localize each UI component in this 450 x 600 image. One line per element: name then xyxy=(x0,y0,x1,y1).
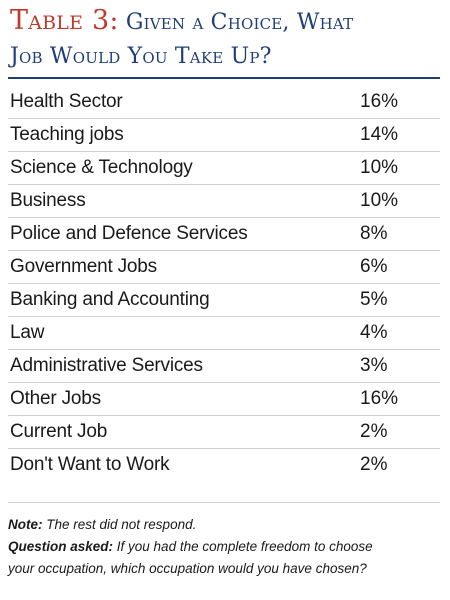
row-category-label: Science & Technology xyxy=(10,157,193,178)
row-percentage-value: 6% xyxy=(360,256,388,277)
title-text-line-1: Given a Choice, What xyxy=(125,10,354,35)
table-row: Teaching jobs 14% xyxy=(8,119,440,152)
row-percentage-value: 10% xyxy=(360,157,399,178)
row-category-label: Police and Defence Services xyxy=(10,223,248,244)
note-label: Note: xyxy=(8,517,43,532)
row-percentage-value: 2% xyxy=(360,454,388,475)
question-text-1: If you had the complete freedom to choos… xyxy=(113,539,373,554)
table-title: Table 3: Given a Choice, What Job Would … xyxy=(10,4,442,74)
table-row: Police and Defence Services 8% xyxy=(8,218,440,251)
row-percentage-value: 8% xyxy=(360,223,388,244)
footnotes: Note: The rest did not respond. Question… xyxy=(8,514,440,580)
table-row: Health Sector 16% xyxy=(8,86,440,119)
title-text-line-2: Job Would You Take Up? xyxy=(10,44,272,69)
row-percentage-value: 10% xyxy=(360,190,399,211)
row-category-label: Administrative Services xyxy=(10,355,203,376)
row-percentage-value: 14% xyxy=(360,124,399,145)
table-row: Government Jobs 6% xyxy=(8,251,440,284)
note-text: The rest did not respond. xyxy=(42,517,197,532)
title-line-2: Job Would You Take Up? xyxy=(10,40,442,74)
table-row: Business 10% xyxy=(8,185,440,218)
table-row: Don't Want to Work 2% xyxy=(8,449,440,482)
table-row: Other Jobs 16% xyxy=(8,383,440,416)
table-row: Administrative Services 3% xyxy=(8,350,440,383)
row-category-label: Health Sector xyxy=(10,91,123,112)
row-category-label: Business xyxy=(10,190,86,211)
row-category-label: Law xyxy=(10,322,45,343)
row-percentage-value: 2% xyxy=(360,421,388,442)
table-row: Banking and Accounting 5% xyxy=(8,284,440,317)
table-row: Current Job 2% xyxy=(8,416,440,449)
row-category-label: Don't Want to Work xyxy=(10,454,170,475)
data-table: Health Sector 16% Teaching jobs 14% Science … xyxy=(8,86,440,482)
question-line-1: Question asked: If you had the complete … xyxy=(8,536,440,558)
row-percentage-value: 16% xyxy=(360,388,399,409)
row-category-label: Banking and Accounting xyxy=(10,289,210,310)
note-line: Note: The rest did not respond. xyxy=(8,514,440,536)
question-label: Question asked: xyxy=(8,539,114,554)
row-percentage-value: 16% xyxy=(360,91,399,112)
row-category-label: Teaching jobs xyxy=(10,124,124,145)
question-line-2: your occupation, which occupation would … xyxy=(8,558,440,580)
row-percentage-value: 4% xyxy=(360,322,388,343)
table-number-label: Table 3: xyxy=(10,5,119,36)
row-percentage-value: 5% xyxy=(360,289,388,310)
row-category-label: Other Jobs xyxy=(10,388,101,409)
table-row: Law 4% xyxy=(8,317,440,350)
row-category-label: Government Jobs xyxy=(10,256,157,277)
title-divider xyxy=(8,77,440,79)
row-percentage-value: 3% xyxy=(360,355,388,376)
row-category-label: Current Job xyxy=(10,421,108,442)
table-row: Science & Technology 10% xyxy=(8,152,440,185)
table-bottom-divider xyxy=(8,502,440,503)
title-line-1: Table 3: Given a Choice, What xyxy=(10,4,442,40)
question-text-2: your occupation, which occupation would … xyxy=(8,561,367,576)
